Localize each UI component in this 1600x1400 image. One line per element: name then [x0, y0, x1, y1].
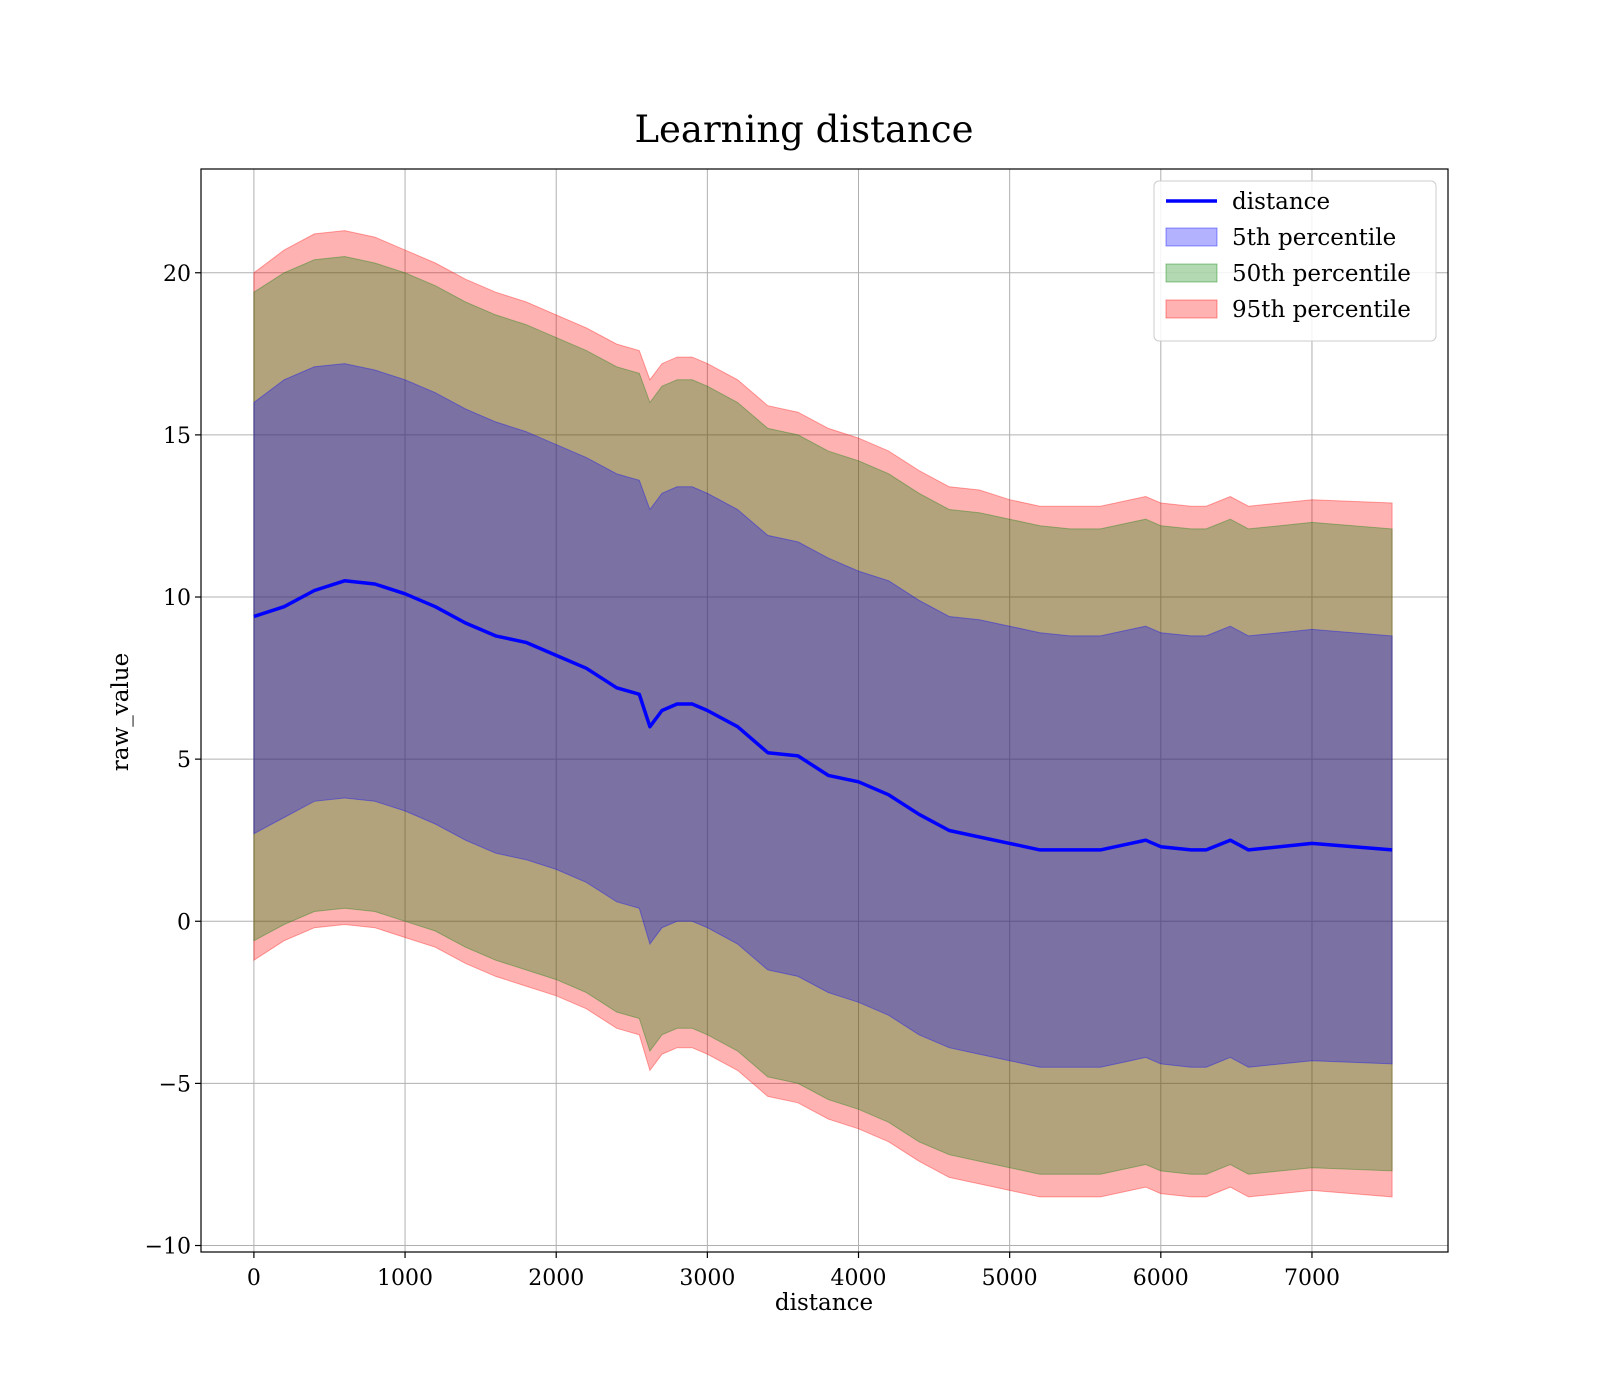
legend-label: 50th percentile — [1232, 261, 1411, 287]
y-tick-label: 5 — [177, 748, 191, 773]
y-tick-label: 20 — [163, 262, 191, 287]
x-tick-label: 4000 — [831, 1266, 887, 1291]
x-axis-label: distance — [775, 1290, 873, 1316]
band-50th-percentile — [253, 255, 1393, 1175]
lines — [253, 579, 1393, 852]
legend: distance 5th percentile 50th percentile 95t… — [1153, 180, 1437, 342]
plot-frame — [200, 168, 1449, 1253]
x-tick-label: 3000 — [679, 1266, 735, 1291]
legend-label: distance — [1232, 189, 1330, 215]
x-tick-label: 7000 — [1284, 1266, 1340, 1291]
legend-swatch — [1165, 227, 1218, 247]
grid — [201, 169, 1448, 1252]
y-tick-label: −5 — [159, 1072, 191, 1097]
x-tick-label: 1000 — [377, 1266, 433, 1291]
legend-box — [1153, 180, 1437, 342]
y-tick-label: 10 — [163, 586, 191, 611]
series-line-distance — [253, 579, 1393, 852]
x-tick-label: 5000 — [982, 1266, 1038, 1291]
ticks: 0 1000 2000 3000 4000 5000 6000 7000 −10 −5 0 5 10 15… — [145, 262, 1340, 1291]
legend-label: 95th percentile — [1232, 297, 1411, 323]
x-tick-label: 0 — [247, 1266, 261, 1291]
band-95th-percentile — [253, 230, 1393, 1198]
y-axis-label: raw_value — [108, 653, 134, 771]
bands — [253, 230, 1393, 1198]
x-tick-label: 2000 — [528, 1266, 584, 1291]
y-tick-label: −10 — [145, 1235, 191, 1260]
legend-label: 5th percentile — [1232, 225, 1396, 251]
y-tick-label: 0 — [177, 910, 191, 935]
legend-swatch — [1165, 299, 1218, 319]
legend-swatch — [1165, 263, 1218, 283]
x-tick-label: 6000 — [1133, 1266, 1189, 1291]
band-5th-percentile — [253, 363, 1393, 1068]
y-tick-label: 15 — [163, 424, 191, 449]
chart-title: Learning distance — [634, 108, 973, 151]
